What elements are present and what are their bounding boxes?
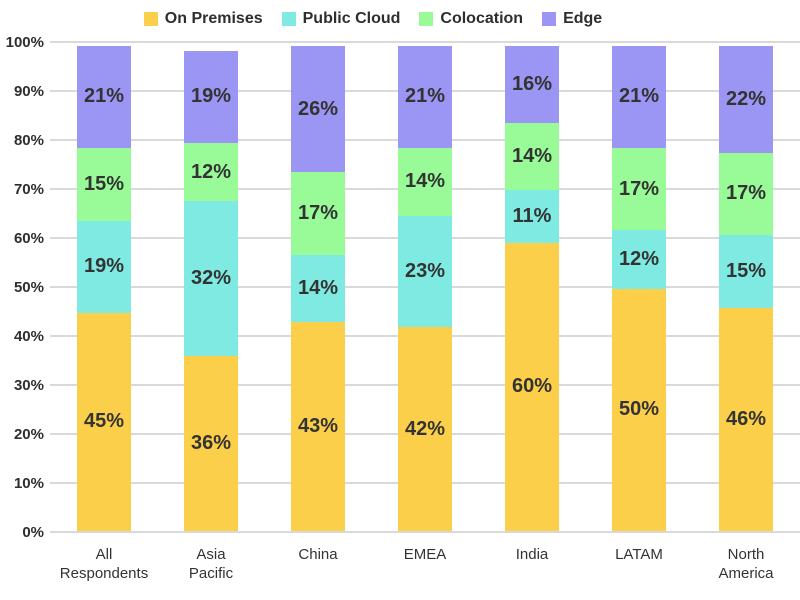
segment-colocation: 14% (398, 147, 452, 216)
segment-edge: 26% (291, 46, 345, 173)
segment-value-label: 45% (83, 410, 125, 433)
segment-edge: 19% (184, 50, 238, 144)
x-axis-category-label: India (515, 546, 549, 563)
segment-value-label: 21% (618, 85, 660, 108)
legend-item-colocation: Colocation (419, 10, 523, 28)
segment-public-cloud: 15% (719, 235, 773, 308)
legend-swatch-icon (419, 12, 434, 26)
segment-value-label: 14% (297, 277, 339, 299)
segment-value-label: 36% (190, 432, 232, 455)
legend-item-public-cloud: Public Cloud (281, 10, 401, 28)
segment-edge: 22% (719, 46, 773, 153)
segment-on-premises: 50% (612, 288, 666, 531)
segment-value-label: 22% (725, 87, 767, 110)
segment-public-cloud: 14% (291, 254, 345, 323)
segment-value-label: 19% (190, 85, 232, 108)
legend-item-edge: Edge (542, 10, 602, 28)
segment-value-label: 17% (618, 177, 660, 200)
segment-value-label: 17% (297, 201, 339, 224)
y-axis-tick-label: 50% (13, 279, 44, 296)
segment-on-premises: 45% (77, 312, 131, 531)
segment-on-premises: 42% (398, 327, 452, 531)
segment-public-cloud: 19% (77, 220, 131, 313)
x-axis-category-label: LATAM (615, 546, 663, 563)
segment-on-premises: 43% (291, 322, 345, 531)
bar-asia-pacific: 36% 32% 12% 19% (184, 50, 238, 531)
x-axis-category-label: Asia Pacific (188, 546, 234, 582)
segment-edge: 16% (505, 46, 559, 123)
y-axis-tick-label: 30% (13, 377, 44, 394)
segment-value-label: 16% (511, 72, 553, 95)
segment-public-cloud: 32% (184, 201, 238, 357)
segment-value-label: 60% (511, 375, 553, 398)
segment-value-label: 21% (83, 85, 125, 108)
segment-value-label: 15% (725, 260, 767, 283)
legend-swatch-icon (542, 12, 557, 26)
segment-value-label: 11% (512, 204, 552, 227)
x-axis-category-label: North America (718, 546, 774, 582)
segment-value-label: 21% (404, 85, 446, 108)
segment-value-label: 15% (83, 172, 125, 195)
segment-value-label: 46% (725, 407, 767, 430)
segment-public-cloud: 11% (505, 190, 559, 243)
gridline (50, 41, 800, 43)
y-axis-tick-label: 70% (13, 181, 44, 198)
segment-public-cloud: 12% (612, 230, 666, 289)
legend-label: Edge (563, 10, 603, 27)
y-axis-tick-label: 20% (13, 426, 44, 443)
bar-china: 43% 14% 17% 26% (291, 46, 345, 531)
segment-value-label: 14% (511, 144, 553, 167)
segment-colocation: 17% (291, 172, 345, 255)
x-axis-category-label: All Respondents (59, 546, 149, 582)
segment-value-label: 43% (297, 415, 339, 438)
legend-label: Colocation (440, 10, 524, 27)
y-axis-tick-label: 0% (22, 524, 44, 541)
segment-value-label: 12% (190, 160, 232, 183)
y-axis-tick-label: 80% (13, 132, 44, 149)
segment-value-label: 42% (404, 417, 446, 440)
legend-swatch-icon (143, 12, 158, 26)
legend-label: Public Cloud (302, 10, 401, 27)
segment-public-cloud: 23% (398, 215, 452, 328)
segment-colocation: 12% (184, 143, 238, 202)
segment-colocation: 17% (719, 152, 773, 236)
bar-north-america: 46% 15% 17% 22% (719, 46, 773, 531)
segment-edge: 21% (398, 46, 452, 148)
y-axis-tick-label: 60% (13, 230, 44, 247)
y-axis-tick-label: 90% (13, 83, 44, 100)
y-axis-tick-label: 10% (13, 475, 44, 492)
plot-area: 45% 19% 15% 21% 36% 32% 12% 19% 43% 14% 17% 26% 42% 2… (50, 41, 800, 533)
segment-colocation: 14% (505, 122, 559, 191)
bar-india: 60% 11% 14% 16% (505, 46, 559, 531)
segment-colocation: 17% (612, 147, 666, 231)
segment-edge: 21% (77, 46, 131, 148)
legend: On Premises Public Cloud Colocation Edge (0, 10, 800, 28)
segment-on-premises: 60% (505, 242, 559, 531)
segment-colocation: 15% (77, 147, 131, 221)
bar-latam: 50% 12% 17% 21% (612, 46, 666, 531)
segment-edge: 21% (612, 46, 666, 148)
segment-value-label: 50% (618, 398, 660, 421)
x-axis-category-label: EMEA (403, 546, 447, 563)
segment-value-label: 14% (404, 170, 446, 193)
y-axis-tick-label: 40% (13, 328, 44, 345)
legend-swatch-icon (281, 12, 296, 26)
bar-emea: 42% 23% 14% 21% (398, 46, 452, 531)
segment-value-label: 19% (83, 255, 125, 278)
segment-value-label: 32% (190, 267, 232, 290)
segment-value-label: 23% (404, 260, 446, 283)
x-axis-category-label: China (298, 546, 338, 563)
legend-label: On Premises (164, 10, 263, 27)
segment-value-label: 26% (297, 97, 339, 120)
gridline (50, 531, 800, 533)
bar-all-respondents: 45% 19% 15% 21% (77, 46, 131, 531)
legend-item-on-premises: On Premises (143, 10, 263, 28)
segment-on-premises: 36% (184, 356, 238, 531)
segment-value-label: 12% (618, 247, 660, 270)
segment-on-premises: 46% (719, 307, 773, 531)
segment-value-label: 17% (725, 182, 767, 205)
y-axis-tick-label: 100% (5, 34, 44, 51)
